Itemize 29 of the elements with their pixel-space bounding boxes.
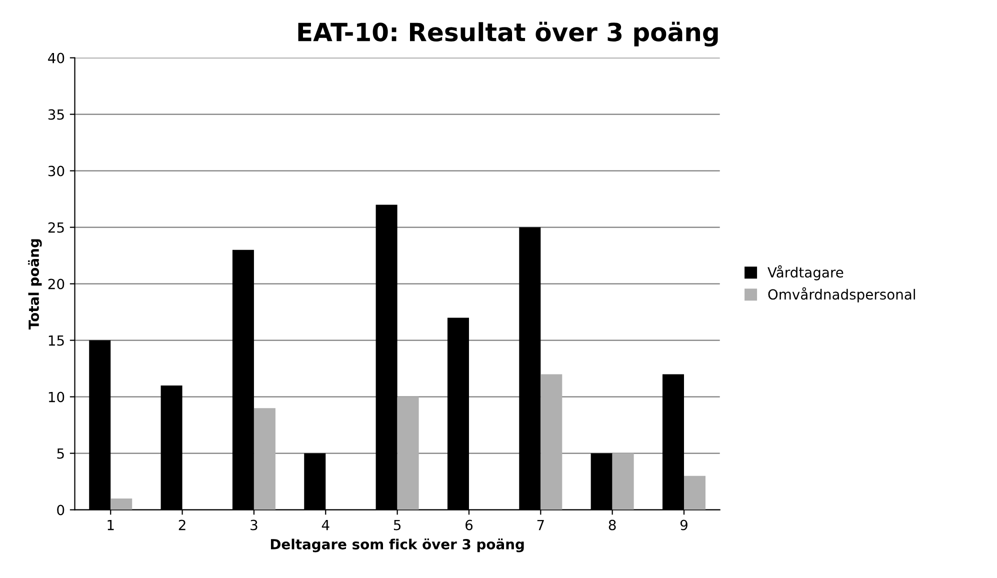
x-tick-label: 1 <box>108 520 114 530</box>
bar <box>540 374 562 510</box>
bar <box>254 408 276 510</box>
chart-title: EAT-10: Resultat över 3 poäng <box>298 22 718 47</box>
legend-label: Omvårdnadspersonal <box>768 287 915 302</box>
bar <box>612 453 634 510</box>
y-tick-label: 5 <box>57 448 64 459</box>
y-tick-label: 25 <box>48 222 64 233</box>
y-tick-label: 15 <box>48 335 64 346</box>
x-tick-label: 8 <box>608 520 616 530</box>
bar <box>110 498 132 510</box>
y-tick-label: 40 <box>48 52 64 64</box>
y-tick-label: 30 <box>48 166 64 176</box>
x-tick-label: 3 <box>250 520 258 530</box>
x-tick-label: 7 <box>537 520 544 530</box>
y-tick-label: 10 <box>48 392 64 402</box>
y-tick-label: 0 <box>57 504 64 516</box>
y-tick-label: 35 <box>48 109 64 120</box>
legend-label: Vårdtagare <box>768 265 844 280</box>
bar <box>684 476 706 510</box>
x-tick-label: 5 <box>394 520 401 530</box>
y-tick-label: 20 <box>48 278 64 290</box>
x-tick-label: 6 <box>466 520 473 530</box>
x-tick-label: 9 <box>680 520 688 530</box>
x-tick-label: 4 <box>322 520 330 530</box>
y-axis-title: Total poäng <box>28 239 42 330</box>
x-axis-title: Deltagare som fick över 3 poäng <box>270 538 524 552</box>
x-tick-label: 2 <box>178 520 186 530</box>
bar <box>397 396 419 510</box>
